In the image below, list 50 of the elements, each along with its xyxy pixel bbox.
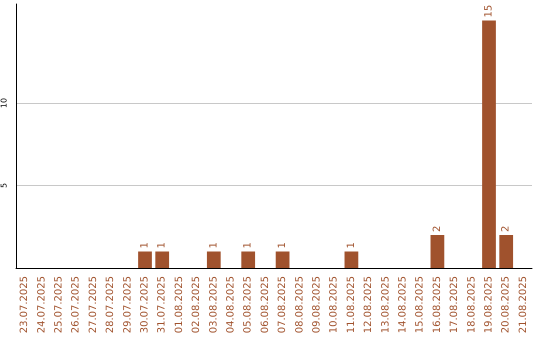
data-label: 1 xyxy=(242,242,254,248)
x-tick-label: 18.08.2025 xyxy=(466,276,478,334)
x-tick-label: 07.08.2025 xyxy=(277,276,288,334)
x-tick-label: 08.08.2025 xyxy=(294,276,306,334)
x-tick-label: 31.07.2025 xyxy=(156,276,168,334)
x-tick-label: 23.07.2025 xyxy=(19,276,30,334)
x-tick-label: 20.08.2025 xyxy=(500,276,512,334)
data-label: 1 xyxy=(208,242,220,248)
x-tick-label: 03.08.2025 xyxy=(208,276,220,334)
x-tick-label: 04.08.2025 xyxy=(226,276,236,334)
x-tick-label: 05.08.2025 xyxy=(242,276,254,334)
x-tick-label: 12.08.2025 xyxy=(363,276,374,334)
x-tick-label: 14.08.2025 xyxy=(398,276,408,334)
x-tick-label: 15.08.2025 xyxy=(414,276,426,334)
x-tick-label: 27.07.2025 xyxy=(88,276,99,334)
bar xyxy=(138,252,152,268)
x-tick-label: 21.08.2025 xyxy=(518,276,529,334)
x-tick-label: 16.08.2025 xyxy=(432,276,443,334)
data-label: 1 xyxy=(140,242,150,248)
x-tick-label: 02.08.2025 xyxy=(191,276,202,334)
bar xyxy=(344,252,358,268)
bar xyxy=(482,20,496,268)
x-tick-label: 10.08.2025 xyxy=(328,276,340,334)
data-label: 1 xyxy=(156,242,168,248)
data-label: 1 xyxy=(346,242,357,248)
bar xyxy=(155,252,170,268)
x-tick-label: 09.08.2025 xyxy=(312,276,322,334)
x-tick-label: 24.07.2025 xyxy=(36,276,48,334)
x-tick-label: 25.07.2025 xyxy=(54,276,64,334)
data-label: 2 xyxy=(432,226,443,232)
x-tick-label: 28.07.2025 xyxy=(105,276,116,334)
bar xyxy=(430,235,444,268)
x-tick-label: 17.08.2025 xyxy=(449,276,460,334)
x-tick-label: 13.08.2025 xyxy=(380,276,392,334)
x-tick-label: 19.08.2025 xyxy=(484,276,494,334)
y-tick-label: 5 xyxy=(0,182,8,188)
x-tick-label: 11.08.2025 xyxy=(346,276,357,334)
y-tick-label: 10 xyxy=(0,98,8,108)
x-tick-label: 29.07.2025 xyxy=(122,276,134,334)
data-label: 15 xyxy=(484,4,494,18)
bar xyxy=(206,252,221,268)
bar xyxy=(276,252,290,268)
x-tick-label: 30.07.2025 xyxy=(140,276,150,334)
x-tick-label: 26.07.2025 xyxy=(70,276,82,334)
data-label: 2 xyxy=(500,226,512,232)
data-label: 1 xyxy=(277,242,288,248)
x-tick-label: 06.08.2025 xyxy=(260,276,271,334)
bar xyxy=(499,235,514,268)
x-tick-label: 01.08.2025 xyxy=(174,276,185,334)
bar xyxy=(241,252,256,268)
